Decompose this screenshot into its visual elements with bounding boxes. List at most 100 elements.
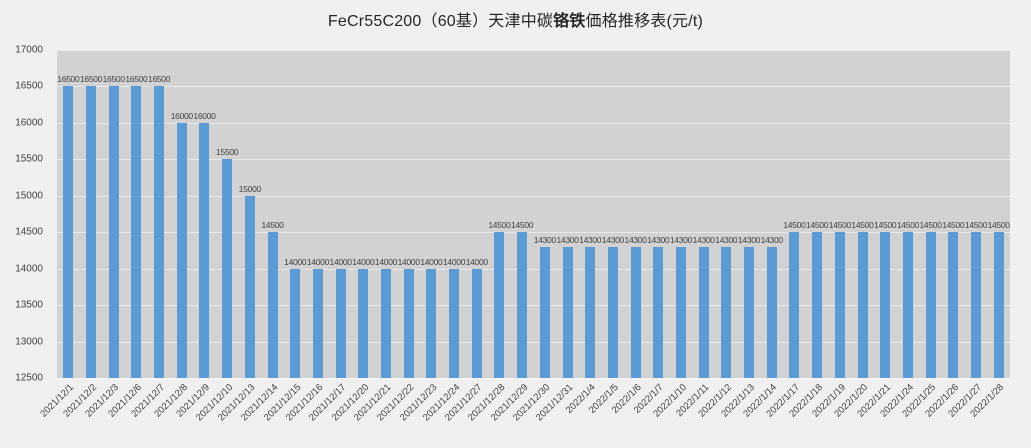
bar-value-label: 14300: [760, 234, 783, 245]
bar: [721, 246, 732, 378]
plot-area: 16500 16500 16500 16500 16500 16000 16000 15500…: [57, 50, 1010, 379]
bar: [449, 268, 460, 378]
bar-value-label: 14000: [397, 256, 420, 267]
bar: [335, 268, 346, 378]
bar-value-label: 14500: [919, 220, 942, 231]
bar-value-label: 14000: [352, 256, 375, 267]
bar-value-label: 14500: [874, 220, 897, 231]
bar-value-label: 14500: [896, 220, 919, 231]
bar: [290, 268, 301, 378]
bar-value-label: 14000: [374, 256, 398, 267]
bar-value-label: 14300: [533, 234, 556, 245]
y-axis-label: 14000: [15, 263, 43, 275]
bar-value-label: 14500: [488, 220, 511, 231]
bar-value-label: 16500: [57, 74, 80, 85]
bar: [744, 246, 755, 378]
bar-value-label: 14500: [783, 220, 806, 231]
chart-title: FeCr55C200（60基）天津中碳铬铁価格推移表(元/t): [0, 7, 1031, 31]
bar: [970, 232, 981, 378]
bar: [471, 268, 482, 378]
bar-value-label: 14300: [715, 234, 738, 245]
bar-value-label: 14500: [261, 220, 284, 231]
bar: [789, 232, 800, 378]
gridline: [57, 378, 1010, 379]
y-axis-label: 16500: [15, 80, 43, 92]
bar-value-label: 16500: [102, 74, 125, 85]
bar-value-label: 14300: [624, 234, 647, 245]
bar-value-label: 14300: [669, 234, 693, 245]
bar-value-label: 16000: [170, 110, 193, 121]
y-axis-label: 13500: [15, 299, 43, 311]
bar-value-label: 14500: [806, 220, 829, 231]
bar: [925, 232, 936, 378]
bar: [244, 195, 255, 378]
y-axis: 12500 13000 13500 14000 14500 15000 15500 16000…: [0, 45, 49, 384]
bar-value-label: 14300: [601, 234, 624, 245]
gridline: [57, 50, 1010, 51]
bar: [834, 232, 845, 378]
chart-title-emphasis: 铬铁: [553, 13, 586, 30]
bar-value-label: 14000: [284, 256, 307, 267]
bar: [698, 246, 709, 378]
bar: [358, 268, 369, 378]
bar: [403, 268, 414, 378]
bar-value-label: 14000: [465, 256, 488, 267]
gridline: [57, 195, 1010, 197]
bar-value-label: 14000: [420, 256, 443, 267]
gridline: [57, 86, 1010, 88]
bar-value-label: 14300: [579, 234, 602, 245]
bar-value-label: 14000: [306, 256, 330, 267]
gridline: [57, 305, 1010, 307]
bar: [857, 232, 868, 378]
bar: [880, 232, 891, 378]
y-axis-label: 15000: [15, 190, 43, 202]
gridline: [57, 159, 1010, 161]
bar-value-label: 14300: [692, 234, 715, 245]
bar-value-label: 16000: [193, 110, 216, 121]
gridline: [57, 268, 1010, 270]
y-axis-label: 13000: [15, 336, 43, 348]
y-axis-label: 15500: [15, 153, 43, 165]
bar: [176, 122, 187, 378]
bar-value-label: 14500: [964, 220, 988, 231]
bar-value-label: 14500: [851, 220, 874, 231]
bar-value-label: 14300: [737, 234, 761, 245]
bar: [653, 246, 664, 378]
bar: [222, 159, 233, 378]
gridline: [57, 341, 1010, 343]
bar: [267, 232, 278, 378]
bar: [312, 268, 323, 378]
bar-value-label: 16500: [148, 74, 171, 85]
chart-title-prefix: FeCr55C200（60基）天津中碳: [327, 13, 554, 30]
bar-value-label: 14300: [647, 234, 670, 245]
bar: [381, 268, 391, 378]
bar: [517, 232, 528, 378]
x-axis: 2021/12/1 2021/12/2 2021/12/3 2021/12/6 2021…: [38, 379, 1010, 448]
bar-value-label: 14500: [987, 220, 1010, 231]
bar-value-label: 14000: [329, 256, 352, 267]
bar: [131, 86, 142, 378]
bar-value-label: 14500: [828, 220, 851, 231]
bar: [63, 86, 74, 378]
y-axis-label: 14500: [15, 226, 43, 238]
bar: [812, 232, 823, 378]
y-axis-label: 16000: [15, 117, 43, 129]
bar: [607, 246, 618, 378]
gridline: [57, 122, 1010, 124]
y-axis-label: 17000: [15, 44, 43, 56]
bar-value-label: 15500: [216, 147, 239, 158]
bar: [675, 246, 686, 378]
bar-value-label: 15000: [238, 183, 261, 194]
bar: [766, 246, 777, 378]
bar: [154, 86, 165, 378]
bar-value-label: 14300: [556, 234, 579, 245]
bar: [86, 86, 97, 378]
bar: [108, 86, 119, 378]
bar: [585, 246, 596, 378]
gridline: [57, 232, 1010, 234]
bar: [494, 232, 505, 378]
chart-title-suffix: 価格推移表(元/t): [585, 13, 704, 30]
bar-value-label: 16500: [79, 74, 103, 85]
bar: [630, 246, 641, 378]
